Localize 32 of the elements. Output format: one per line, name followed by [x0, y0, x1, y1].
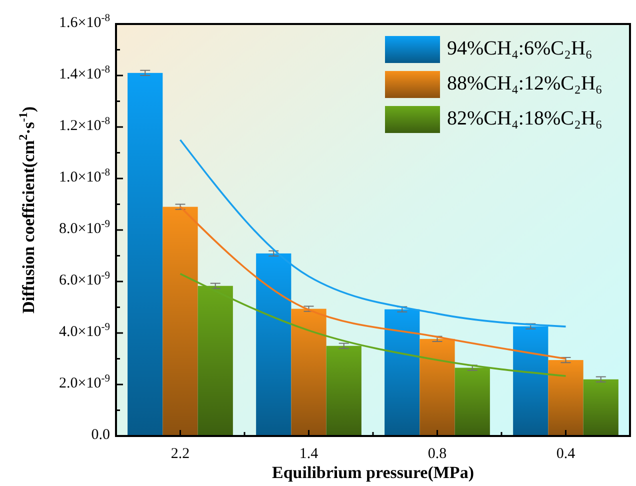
y-tick-label: 0.0	[91, 427, 110, 444]
x-tick-label: 0.4	[556, 446, 576, 462]
bar	[291, 308, 326, 436]
bar	[162, 206, 198, 436]
bar	[513, 326, 548, 436]
y-tick-label: 2.0×10$^{-9}$	[59, 373, 110, 392]
y-tick-label: 1.2×10$^{-8}$	[59, 116, 110, 134]
legend-label: 94%CH₄:6%C₂H₆	[447, 38, 592, 60]
x-tick-label: 2.2	[170, 446, 190, 462]
y-tick-label: 1.4×10$^{-8}$	[59, 64, 110, 83]
x-tick-label: 1.4	[299, 446, 319, 462]
line-series	[179, 272, 567, 377]
y-tick-label: 1.6×10$^{-8}$	[59, 12, 110, 32]
bar	[548, 360, 584, 436]
y-tick-label: 4.0×10$^{-9}$	[59, 322, 110, 340]
x-axis-title: Equilibrium pressure(MPa)	[272, 463, 474, 482]
y-tick-label: 6.0×10$^{-9}$	[59, 270, 110, 289]
y-tick-label: 8.0×10$^{-9}$	[59, 218, 110, 238]
bar	[583, 379, 618, 436]
line-series	[179, 206, 567, 360]
bar	[420, 338, 455, 436]
line-series	[179, 138, 567, 328]
bar	[256, 253, 292, 436]
x-tick-label: 0.8	[428, 446, 447, 462]
bar	[454, 368, 490, 436]
y-tick-label: 1.0×10$^{-8}$	[59, 167, 110, 186]
bar	[198, 286, 233, 436]
legend-label: 88%CH₄:12%C₂H₆	[447, 72, 602, 95]
bar	[384, 309, 420, 436]
bar	[326, 346, 362, 436]
legend-label: 82%CH₄:18%C₂H₆	[447, 108, 602, 130]
bar	[128, 72, 163, 436]
